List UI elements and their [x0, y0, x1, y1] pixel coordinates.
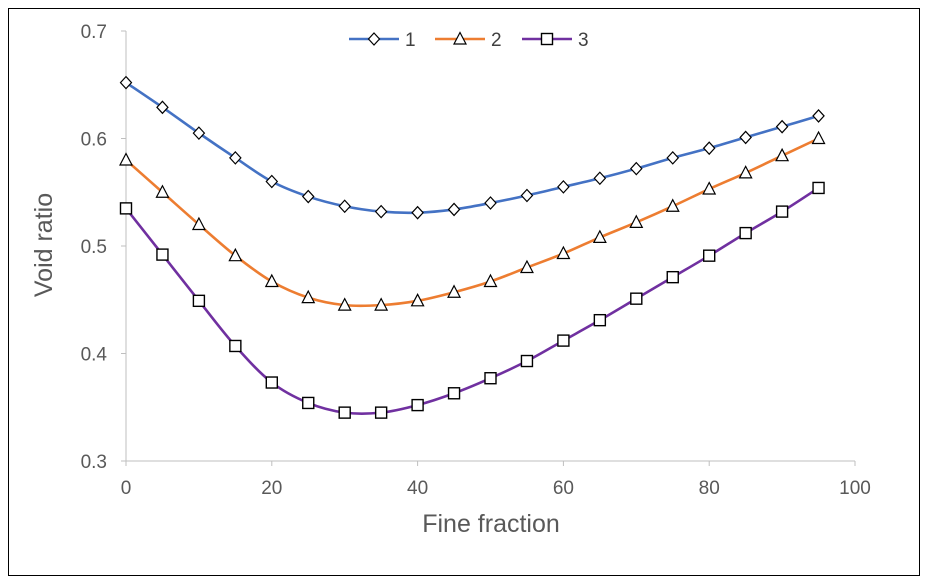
data-point-1	[812, 109, 825, 123]
legend-label-3: 3	[578, 30, 589, 51]
data-point-2	[374, 297, 389, 311]
legend-marker-3	[540, 32, 554, 46]
data-point-2	[119, 152, 133, 166]
y-axis-title: Void ratio	[30, 193, 58, 297]
data-point-1	[593, 171, 607, 186]
data-point-2	[264, 273, 279, 288]
data-point-3	[666, 270, 679, 284]
data-point-3	[703, 249, 716, 262]
data-point-2	[301, 289, 316, 304]
data-point-2	[483, 273, 498, 288]
y-tick-label: 0.5	[81, 237, 107, 258]
legend: 1 2 3	[349, 30, 589, 51]
data-point-3	[119, 202, 133, 215]
data-point-1	[119, 75, 133, 90]
chart-frame	[8, 8, 920, 576]
data-point-2	[447, 284, 462, 298]
data-point-3	[630, 292, 643, 305]
data-point-2	[738, 165, 753, 179]
data-point-2	[775, 147, 790, 162]
data-point-3	[338, 406, 351, 419]
data-point-2	[592, 229, 607, 243]
data-point-2	[665, 198, 680, 212]
data-point-2	[191, 216, 206, 231]
data-point-1	[338, 199, 352, 214]
legend-item-1: 1	[349, 30, 416, 51]
data-point-1	[265, 174, 279, 189]
data-point-3	[484, 372, 497, 385]
data-point-3	[302, 396, 315, 410]
x-tick-label: 20	[261, 478, 282, 499]
series-1	[119, 75, 825, 220]
y-tick-label: 0.6	[81, 130, 107, 151]
data-point-1	[374, 204, 388, 219]
data-point-1	[520, 188, 534, 203]
data-point-3	[812, 181, 825, 195]
data-point-2	[556, 245, 571, 260]
data-point-1	[411, 205, 424, 220]
data-point-3	[520, 354, 534, 368]
data-point-1	[447, 202, 461, 217]
data-point-1	[229, 150, 242, 165]
data-point-1	[629, 161, 643, 176]
legend-label-2: 2	[491, 30, 502, 51]
data-point-2	[410, 293, 425, 307]
data-point-1	[775, 119, 789, 134]
data-point-3	[411, 398, 424, 412]
data-point-3	[557, 334, 570, 347]
x-tick-label: 100	[839, 478, 871, 499]
data-point-3	[156, 248, 169, 261]
x-tick-label: 40	[407, 478, 428, 499]
data-point-2	[629, 214, 644, 228]
x-axis-title: Fine fraction	[422, 510, 560, 538]
data-point-1	[301, 189, 315, 204]
data-point-1	[192, 126, 206, 141]
data-point-2	[519, 259, 534, 274]
data-point-1	[702, 141, 716, 156]
data-point-3	[374, 406, 388, 419]
x-tick-label: 80	[699, 478, 720, 499]
axes: 0.3 0.4 0.5 0.6 0.7 0 20 40 60 80 100	[81, 22, 871, 499]
x-tick-label: 60	[553, 478, 574, 499]
data-point-1	[484, 196, 497, 210]
series-3	[119, 181, 825, 419]
data-point-3	[229, 339, 242, 353]
legend-item-2: 2	[435, 30, 502, 51]
data-point-1	[666, 150, 680, 165]
legend-item-3: 3	[522, 30, 589, 51]
data-point-3	[447, 387, 461, 400]
y-tick-label: 0.7	[81, 22, 107, 43]
data-point-2	[337, 297, 352, 311]
data-point-3	[593, 313, 607, 327]
data-point-2	[228, 247, 243, 262]
data-point-3	[192, 294, 206, 308]
data-point-1	[557, 179, 570, 194]
data-point-3	[739, 226, 752, 240]
legend-marker-2	[453, 31, 467, 45]
data-point-1	[739, 130, 752, 145]
data-point-2	[811, 130, 826, 145]
series-line-3	[124, 186, 820, 415]
y-tick-label: 0.3	[81, 452, 107, 473]
data-point-1	[156, 100, 169, 115]
data-point-3	[775, 205, 789, 218]
legend-label-1: 1	[405, 30, 416, 51]
x-tick-label: 0	[121, 478, 132, 499]
data-point-2	[702, 181, 717, 195]
legend-marker-1	[367, 32, 381, 46]
series-layer	[119, 75, 826, 419]
y-tick-label: 0.4	[81, 345, 108, 366]
series-2	[119, 130, 826, 311]
series-line-2	[125, 137, 820, 308]
data-point-3	[265, 376, 278, 389]
data-point-2	[155, 184, 170, 198]
